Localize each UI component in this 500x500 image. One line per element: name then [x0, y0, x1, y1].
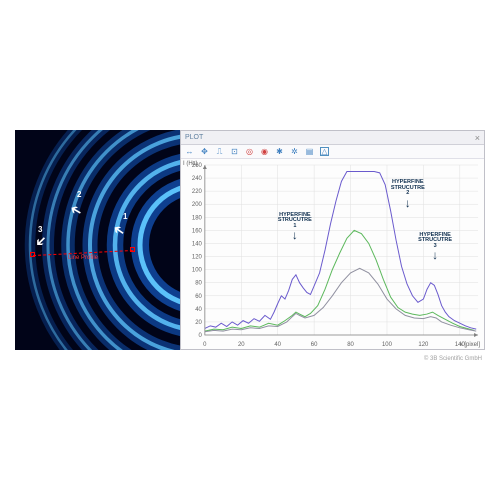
profile-end-right: [130, 247, 135, 252]
target-icon[interactable]: ◎: [245, 147, 254, 156]
export-icon[interactable]: △: [320, 147, 329, 156]
down-arrow-icon: ↓: [391, 197, 425, 209]
hyperfine-annotation-2: HYPERFINESTRUCUTRE2↓: [391, 180, 425, 209]
fit-icon[interactable]: ⊡: [230, 147, 239, 156]
x-axis-label: x [pixel]: [460, 342, 480, 348]
hyperfine-annotation-3: HYPERFINESTRUCUTRE3↓: [418, 233, 452, 262]
svg-text:60: 60: [311, 342, 318, 348]
svg-text:80: 80: [195, 281, 202, 287]
ring-label-2: 2: [77, 190, 81, 199]
svg-text:0: 0: [203, 342, 207, 348]
chart-icon[interactable]: ⎍: [215, 147, 224, 156]
pan-icon[interactable]: ✥: [200, 147, 209, 156]
table-icon[interactable]: ▤: [305, 147, 314, 156]
figure-container: 1 2 3 ➔ ➔ ➔ Line Profile PLOT × ↔ ✥ ⎍ ⊡ ◎ ◉ ✱ ✲…: [15, 130, 485, 350]
svg-text:60: 60: [195, 294, 202, 300]
gear1-icon[interactable]: ✱: [275, 147, 284, 156]
svg-text:120: 120: [192, 255, 203, 261]
svg-text:140: 140: [192, 241, 203, 247]
svg-text:160: 160: [192, 228, 203, 234]
svg-text:20: 20: [238, 342, 245, 348]
svg-text:200: 200: [192, 202, 203, 208]
plot-area: 0204060801001201401601802002202402600204…: [181, 159, 484, 349]
svg-text:20: 20: [195, 320, 202, 326]
svg-text:120: 120: [418, 342, 429, 348]
footer-credit: © 3B Scientific GmbH: [424, 356, 482, 362]
window-title: PLOT: [185, 134, 203, 141]
window-titlebar: PLOT ×: [181, 131, 484, 145]
stop-icon[interactable]: ◉: [260, 147, 269, 156]
y-axis-label: I (Hz): [183, 161, 198, 167]
svg-text:100: 100: [382, 342, 393, 348]
svg-text:180: 180: [192, 215, 203, 221]
svg-text:240: 240: [192, 176, 203, 182]
rings-image-panel: 1 2 3 ➔ ➔ ➔ Line Profile: [15, 130, 180, 350]
hyperfine-annotation-1: HYPERFINESTRUCUTRE1↓: [278, 213, 312, 242]
svg-text:80: 80: [347, 342, 354, 348]
profile-end-left: [30, 252, 35, 257]
down-arrow-icon: ↓: [418, 249, 452, 261]
chart-toolbar: ↔ ✥ ⎍ ⊡ ◎ ◉ ✱ ✲ ▤ △: [181, 145, 484, 159]
svg-text:220: 220: [192, 189, 203, 195]
svg-text:100: 100: [192, 268, 203, 274]
svg-text:0: 0: [199, 333, 203, 339]
svg-text:40: 40: [195, 307, 202, 313]
gear2-icon[interactable]: ✲: [290, 147, 299, 156]
chart-window: PLOT × ↔ ✥ ⎍ ⊡ ◎ ◉ ✱ ✲ ▤ △ 0 20 40 60 80 100 120 140 160 1…: [180, 130, 485, 350]
cursor-icon[interactable]: ↔: [185, 147, 194, 156]
profile-caption: Line Profile: [68, 255, 98, 261]
close-icon[interactable]: ×: [475, 133, 480, 143]
down-arrow-icon: ↓: [278, 229, 312, 241]
svg-text:40: 40: [274, 342, 281, 348]
ring-label-1: 1: [123, 212, 127, 221]
